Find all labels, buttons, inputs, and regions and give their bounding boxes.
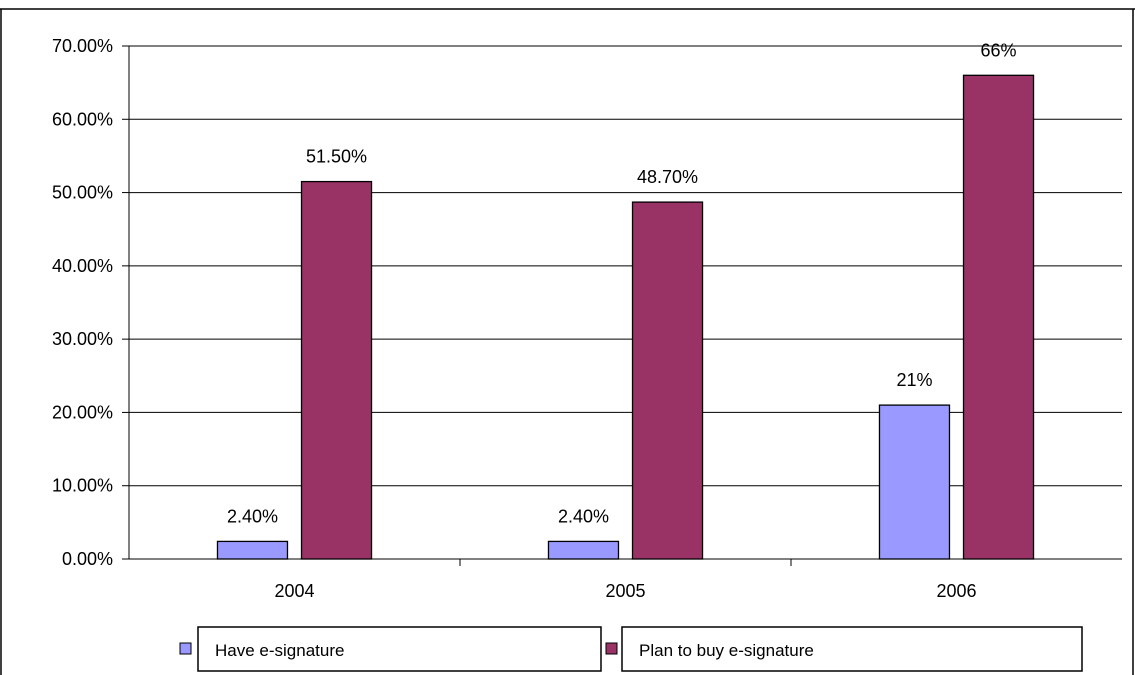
x-tick-label: 2004 bbox=[274, 581, 314, 601]
bar bbox=[962, 74, 1035, 560]
data-label: 51.50% bbox=[306, 147, 367, 167]
data-labels: 2.40% 2.40% 21% 51.50% 48.70% 66% bbox=[227, 40, 1017, 526]
x-tick-label: 2005 bbox=[605, 581, 645, 601]
data-label: 21% bbox=[896, 370, 932, 390]
data-label: 66% bbox=[981, 40, 1017, 60]
bars bbox=[216, 74, 1035, 560]
data-label: 48.70% bbox=[637, 167, 698, 187]
bar bbox=[547, 540, 620, 560]
bar bbox=[878, 404, 951, 560]
y-tick-label: 60.00% bbox=[52, 109, 113, 129]
y-tick-label: 10.00% bbox=[52, 476, 113, 496]
legend-swatch bbox=[179, 642, 192, 655]
legend-label: Have e-signature bbox=[215, 641, 344, 660]
legend-label: Plan to buy e-signature bbox=[639, 641, 814, 660]
y-tick-label: 40.00% bbox=[52, 256, 113, 276]
y-tick-label: 70.00% bbox=[52, 36, 113, 56]
legend-swatch bbox=[605, 642, 618, 655]
x-tick-label: 2006 bbox=[936, 581, 976, 601]
legend: Have e-signature Plan to buy e-signature bbox=[179, 626, 1083, 672]
axes: 0.00% 10.00% 20.00% 30.00% 40.00% 50.00% 60.00… bbox=[52, 36, 1122, 601]
legend-entry-box bbox=[197, 626, 602, 672]
bar bbox=[300, 180, 373, 560]
y-tick-label: 50.00% bbox=[52, 183, 113, 203]
bar bbox=[631, 201, 704, 560]
gridlines bbox=[129, 45, 1122, 487]
bar bbox=[216, 540, 289, 560]
legend-entry-box bbox=[621, 626, 1083, 672]
y-tick-label: 20.00% bbox=[52, 402, 113, 422]
y-tick-label: 0.00% bbox=[62, 549, 113, 569]
data-label: 2.40% bbox=[558, 506, 609, 526]
data-label: 2.40% bbox=[227, 506, 278, 526]
y-tick-label: 30.00% bbox=[52, 329, 113, 349]
